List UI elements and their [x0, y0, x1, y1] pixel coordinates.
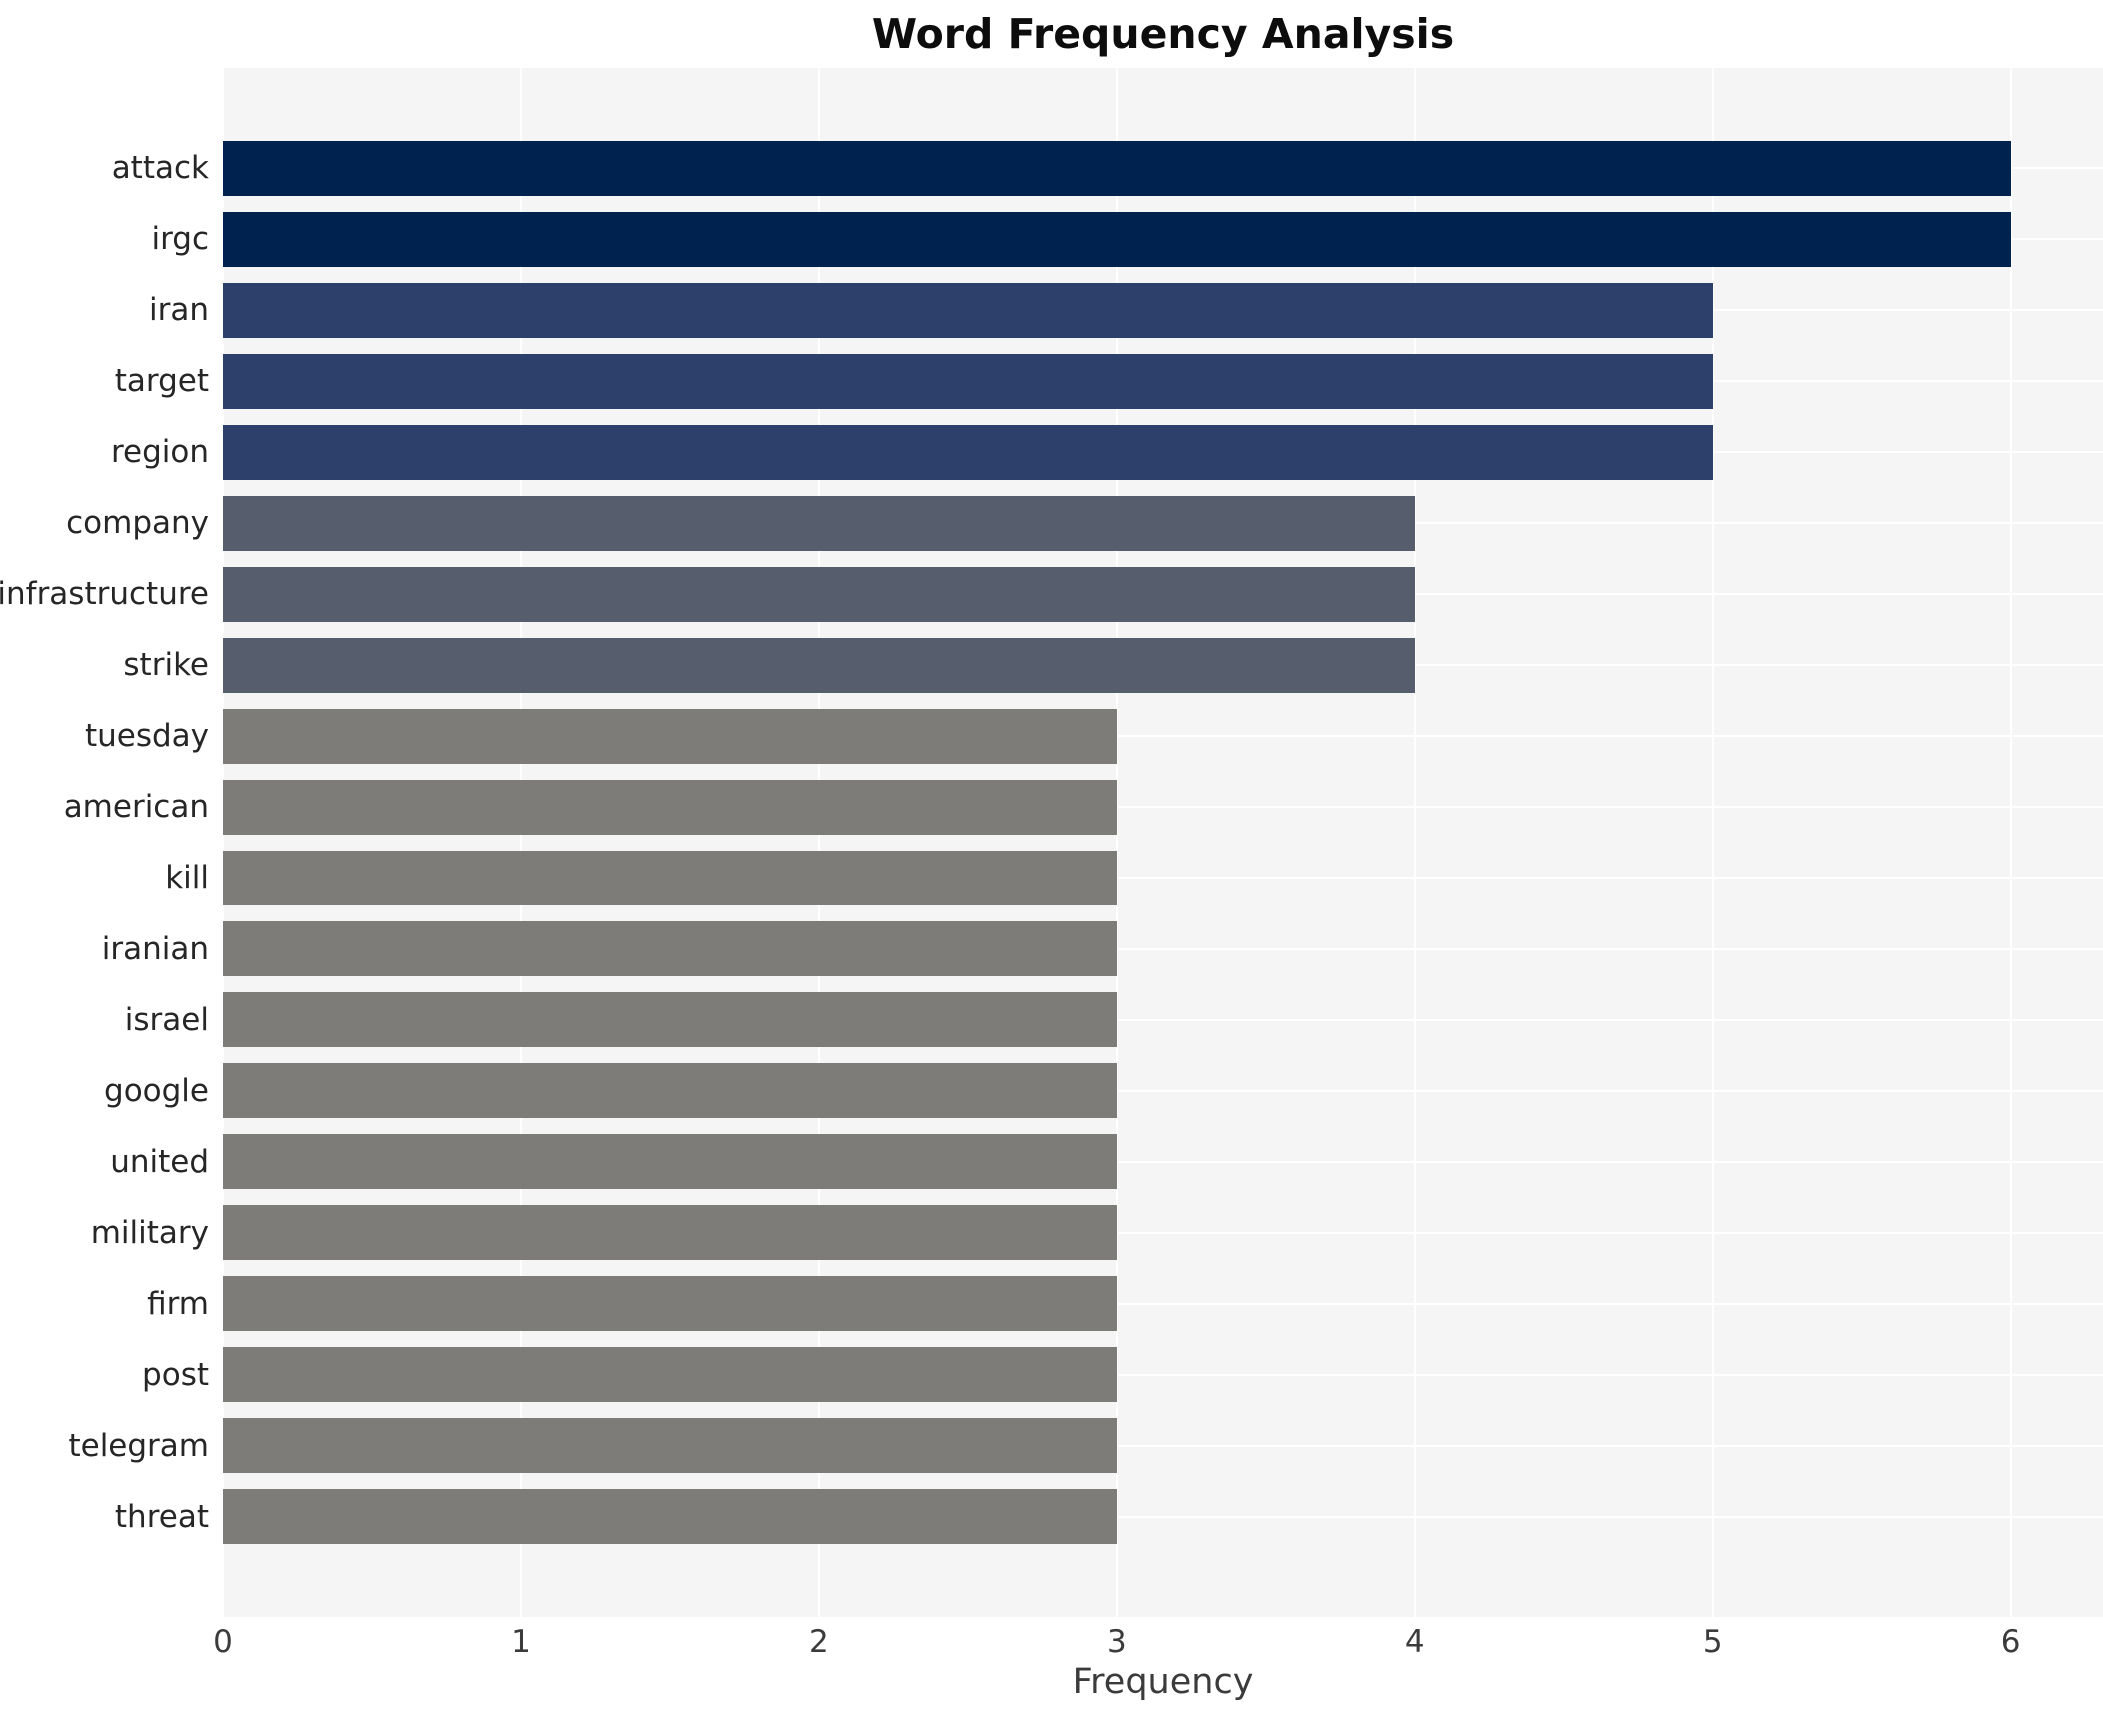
- bar-company: [223, 495, 1415, 551]
- plot-area: [222, 68, 2103, 1617]
- bar-military: [223, 1205, 1117, 1261]
- bar-row-irgc: [223, 204, 2103, 275]
- bar-american: [223, 779, 1117, 835]
- y-axis-label-united: united: [110, 1143, 209, 1180]
- x-tick-label-1: 1: [511, 1624, 531, 1660]
- y-axis-label-company: company: [66, 505, 209, 542]
- y-axis-label-tuesday: tuesday: [84, 718, 209, 755]
- bar-row-american: [223, 772, 2103, 843]
- gridline-v-6: [2009, 68, 2012, 1617]
- gridline-v-3: [1115, 68, 1118, 1617]
- gridline-h: [223, 877, 2103, 879]
- bar-infrastructure: [223, 566, 1415, 622]
- y-axis-label-iran: iran: [148, 292, 209, 329]
- bar-row-tuesday: [223, 701, 2103, 772]
- gridline-h: [223, 1018, 2103, 1021]
- x-tick-label-2: 2: [809, 1624, 829, 1660]
- gridline-h: [223, 1089, 2103, 1092]
- y-axis-label-threat: threat: [114, 1498, 209, 1535]
- gridline-h: [223, 1515, 2103, 1518]
- bar-row-israel: [223, 984, 2103, 1055]
- y-axis-label-irgc: irgc: [151, 221, 209, 258]
- bar-iranian: [223, 921, 1117, 977]
- bars-container: [223, 68, 2103, 1617]
- gridline-h: [223, 735, 2103, 738]
- y-axis-label-kill: kill: [165, 860, 209, 896]
- bar-row-iranian: [223, 913, 2103, 984]
- y-axis-label-google: google: [104, 1072, 209, 1109]
- bar-irgc: [223, 211, 2011, 267]
- gridline-v-5: [1711, 68, 1714, 1617]
- bar-united: [223, 1134, 1117, 1190]
- bar-row-target: [223, 346, 2103, 417]
- bar-row-military: [223, 1197, 2103, 1268]
- bar-row-iran: [223, 275, 2103, 346]
- x-tick-label-4: 4: [1404, 1624, 1425, 1660]
- bar-row-attack: [223, 133, 2103, 204]
- chart-title: Word Frequency Analysis: [871, 10, 1455, 58]
- bar-row-united: [223, 1126, 2103, 1197]
- y-axis-label-israel: israel: [124, 1001, 209, 1038]
- x-tick-label-6: 6: [2000, 1624, 2021, 1660]
- y-axis-label-telegram: telegram: [68, 1427, 209, 1464]
- bar-row-telegram: [223, 1410, 2103, 1481]
- y-axis-label-iranian: iranian: [101, 930, 209, 967]
- y-axis-label-military: military: [90, 1214, 209, 1251]
- bar-row-threat: [223, 1481, 2103, 1552]
- gridline-v-2: [817, 68, 820, 1617]
- gridline-h: [223, 1160, 2103, 1163]
- bar-row-kill: [223, 843, 2103, 914]
- bar-row-google: [223, 1055, 2103, 1126]
- bar-row-company: [223, 488, 2103, 559]
- gridline-h: [223, 806, 2103, 809]
- bar-israel: [223, 992, 1117, 1048]
- x-tick-label-5: 5: [1702, 1624, 1723, 1660]
- y-axis-labels: attack irgc iran target region company infrast…: [0, 68, 223, 1617]
- bar-kill: [223, 850, 1117, 906]
- gridline-h: [223, 1231, 2103, 1234]
- bar-google: [223, 1063, 1117, 1119]
- gridline-h: [223, 947, 2103, 950]
- y-axis-label-post: post: [142, 1356, 209, 1393]
- y-axis-label-attack: attack: [111, 150, 209, 187]
- y-axis-label-strike: strike: [123, 647, 209, 684]
- bar-telegram: [223, 1418, 1117, 1474]
- bar-target: [223, 353, 1713, 409]
- bar-iran: [223, 282, 1713, 338]
- y-axis-label-american: american: [63, 789, 209, 826]
- y-axis-label-infrastructure: infrastructure: [0, 576, 209, 613]
- gridline-v-1: [519, 68, 522, 1617]
- gridline-h: [223, 1302, 2103, 1305]
- bar-row-firm: [223, 1268, 2103, 1339]
- bar-strike: [223, 637, 1415, 693]
- bar-region: [223, 424, 1713, 480]
- gridline-h: [223, 1373, 2103, 1376]
- x-tick-label-0: 0: [213, 1624, 233, 1660]
- bar-row-infrastructure: [223, 559, 2103, 630]
- bar-attack: [223, 140, 2011, 196]
- bar-threat: [223, 1489, 1117, 1545]
- x-axis-ticks: 0 1 2 3 4 5 6: [213, 1624, 2103, 1664]
- bar-row-strike: [223, 630, 2103, 701]
- bar-row-region: [223, 417, 2103, 488]
- gridline-v-0: [222, 68, 224, 1617]
- bar-row-post: [223, 1339, 2103, 1410]
- y-axis-label-region: region: [110, 434, 209, 471]
- bar-firm: [223, 1276, 1117, 1332]
- gridline-v-4: [1413, 68, 1416, 1617]
- gridline-h: [223, 1444, 2103, 1447]
- bar-tuesday: [223, 708, 1117, 764]
- x-tick-label-3: 3: [1106, 1624, 1127, 1660]
- y-axis-label-firm: firm: [147, 1285, 209, 1322]
- bar-post: [223, 1347, 1117, 1403]
- y-axis-label-target: target: [114, 363, 209, 400]
- x-axis-label: Frequency: [1072, 1662, 1254, 1702]
